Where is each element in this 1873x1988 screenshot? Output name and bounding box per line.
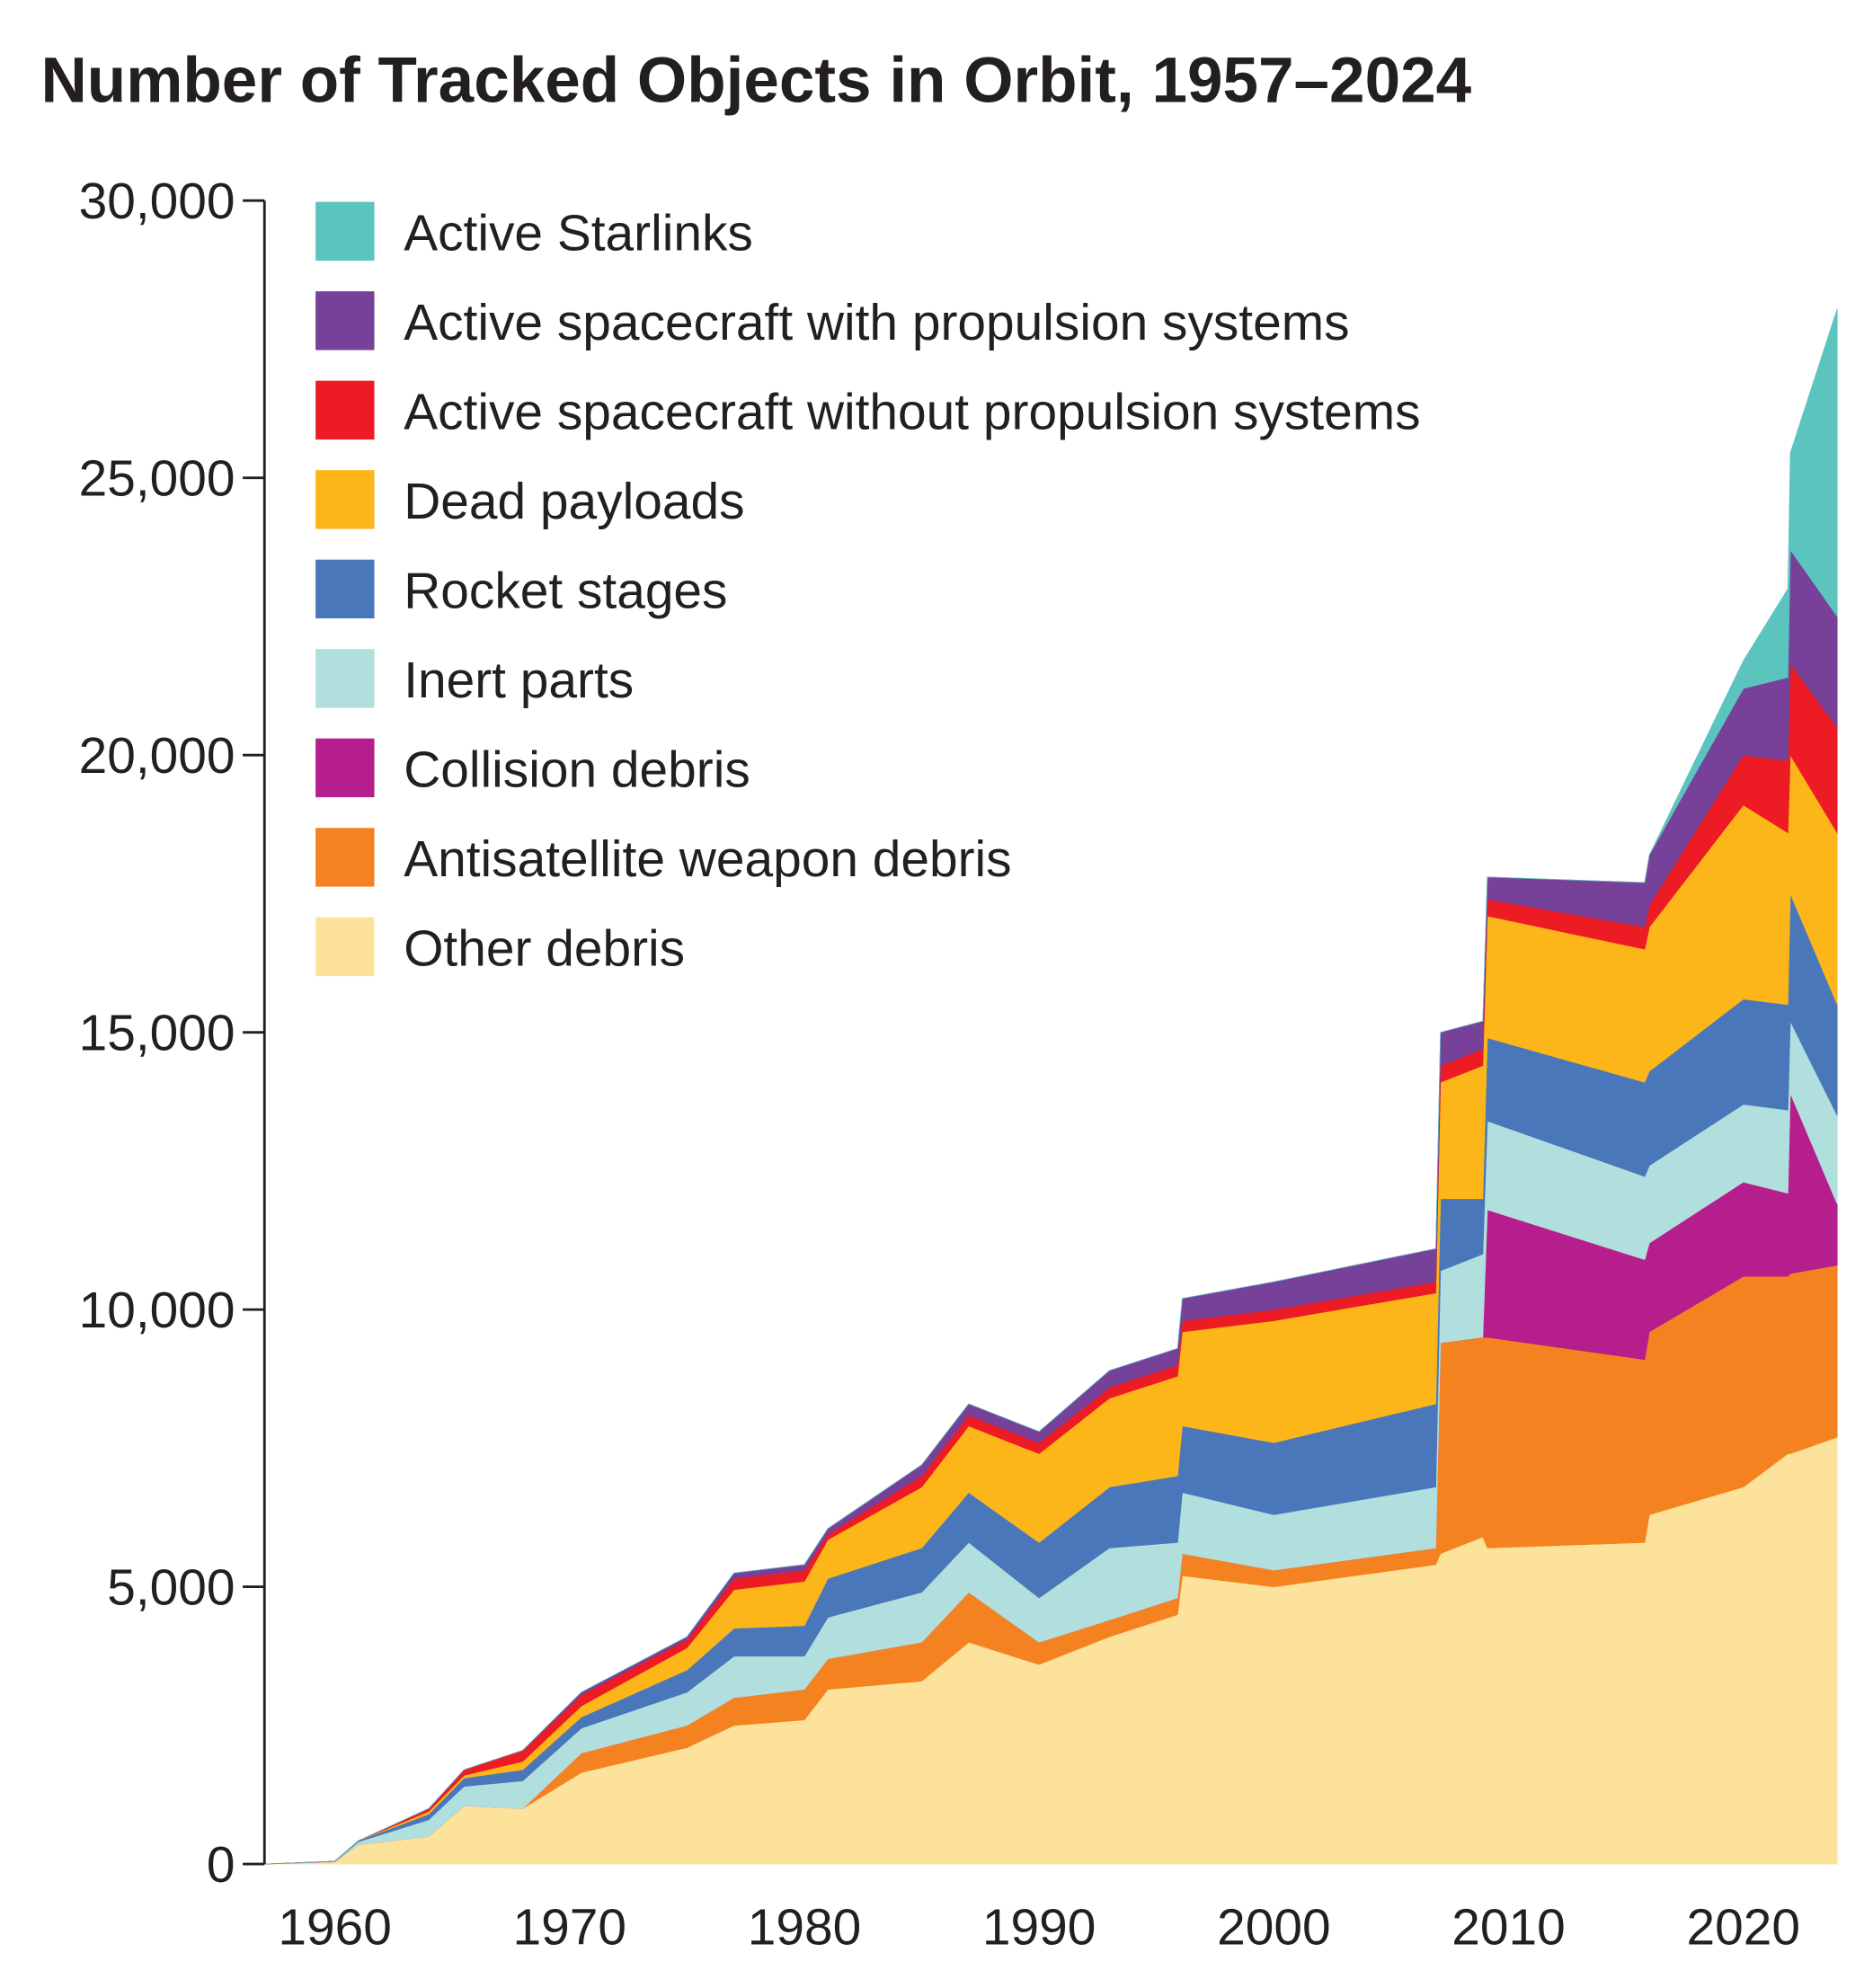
legend-label: Inert parts: [404, 652, 634, 709]
legend-swatch: [315, 649, 375, 708]
legend-label: Active Starlinks: [404, 206, 753, 262]
legend-item: Active Starlinks: [315, 201, 753, 262]
y-tick-label: 10,000: [79, 1282, 235, 1339]
x-tick-label: 2010: [1451, 1900, 1566, 1957]
y-tick-label: 30,000: [79, 173, 235, 230]
legend-swatch: [315, 738, 375, 798]
x-tick-label: 1960: [278, 1900, 391, 1957]
legend-label: Active spacecraft with propulsion system…: [404, 295, 1349, 351]
legend-swatch: [315, 291, 375, 351]
legend-label: Active spacecraft without propulsion sys…: [404, 385, 1420, 441]
legend-swatch: [315, 380, 375, 440]
legend-swatch: [315, 828, 375, 887]
area-active-starlinks: [264, 308, 1838, 1865]
legend-label: Collision debris: [404, 742, 750, 799]
legend-label: Antisatellite weapon debris: [404, 831, 1011, 888]
legend-item: Active spacecraft without propulsion sys…: [315, 380, 1421, 441]
legend-item: Dead payloads: [315, 470, 745, 530]
legend-swatch: [315, 559, 375, 619]
legend-swatch: [315, 917, 375, 977]
legend: Active Starlinks Active spacecraft with p…: [315, 201, 1421, 978]
legend-item: Active spacecraft with propulsion system…: [315, 291, 1350, 351]
chart-title: Number of Tracked Objects in Orbit, 1957…: [40, 46, 1471, 117]
y-tick-label: 20,000: [79, 728, 235, 785]
legend-item: Inert parts: [315, 649, 634, 709]
x-tick-label: 2020: [1686, 1900, 1800, 1957]
x-tick-label: 1970: [513, 1900, 627, 1957]
legend-item: Collision debris: [315, 738, 750, 799]
x-axis: 1960 1970 1980 1990 2000 2010 2020: [278, 1900, 1800, 1957]
legend-item: Other debris: [315, 917, 685, 978]
y-axis: 0 5,000 10,000 15,000 20,000 25,000 30,000: [79, 173, 265, 1894]
legend-item: Antisatellite weapon debris: [315, 828, 1012, 888]
y-tick-label: 15,000: [79, 1006, 235, 1062]
series-areas: [264, 308, 1838, 1865]
x-tick-label: 2000: [1217, 1900, 1331, 1957]
legend-swatch: [315, 201, 375, 262]
x-tick-label: 1990: [982, 1900, 1096, 1957]
y-tick-label: 0: [207, 1837, 235, 1894]
legend-label: Dead payloads: [404, 474, 744, 530]
y-tick-label: 5,000: [107, 1560, 235, 1617]
legend-label: Rocket stages: [404, 564, 727, 620]
legend-label: Other debris: [404, 921, 685, 978]
legend-swatch: [315, 470, 375, 529]
legend-item: Rocket stages: [315, 559, 728, 620]
y-tick-label: 25,000: [79, 451, 235, 508]
x-tick-label: 1980: [748, 1900, 862, 1957]
